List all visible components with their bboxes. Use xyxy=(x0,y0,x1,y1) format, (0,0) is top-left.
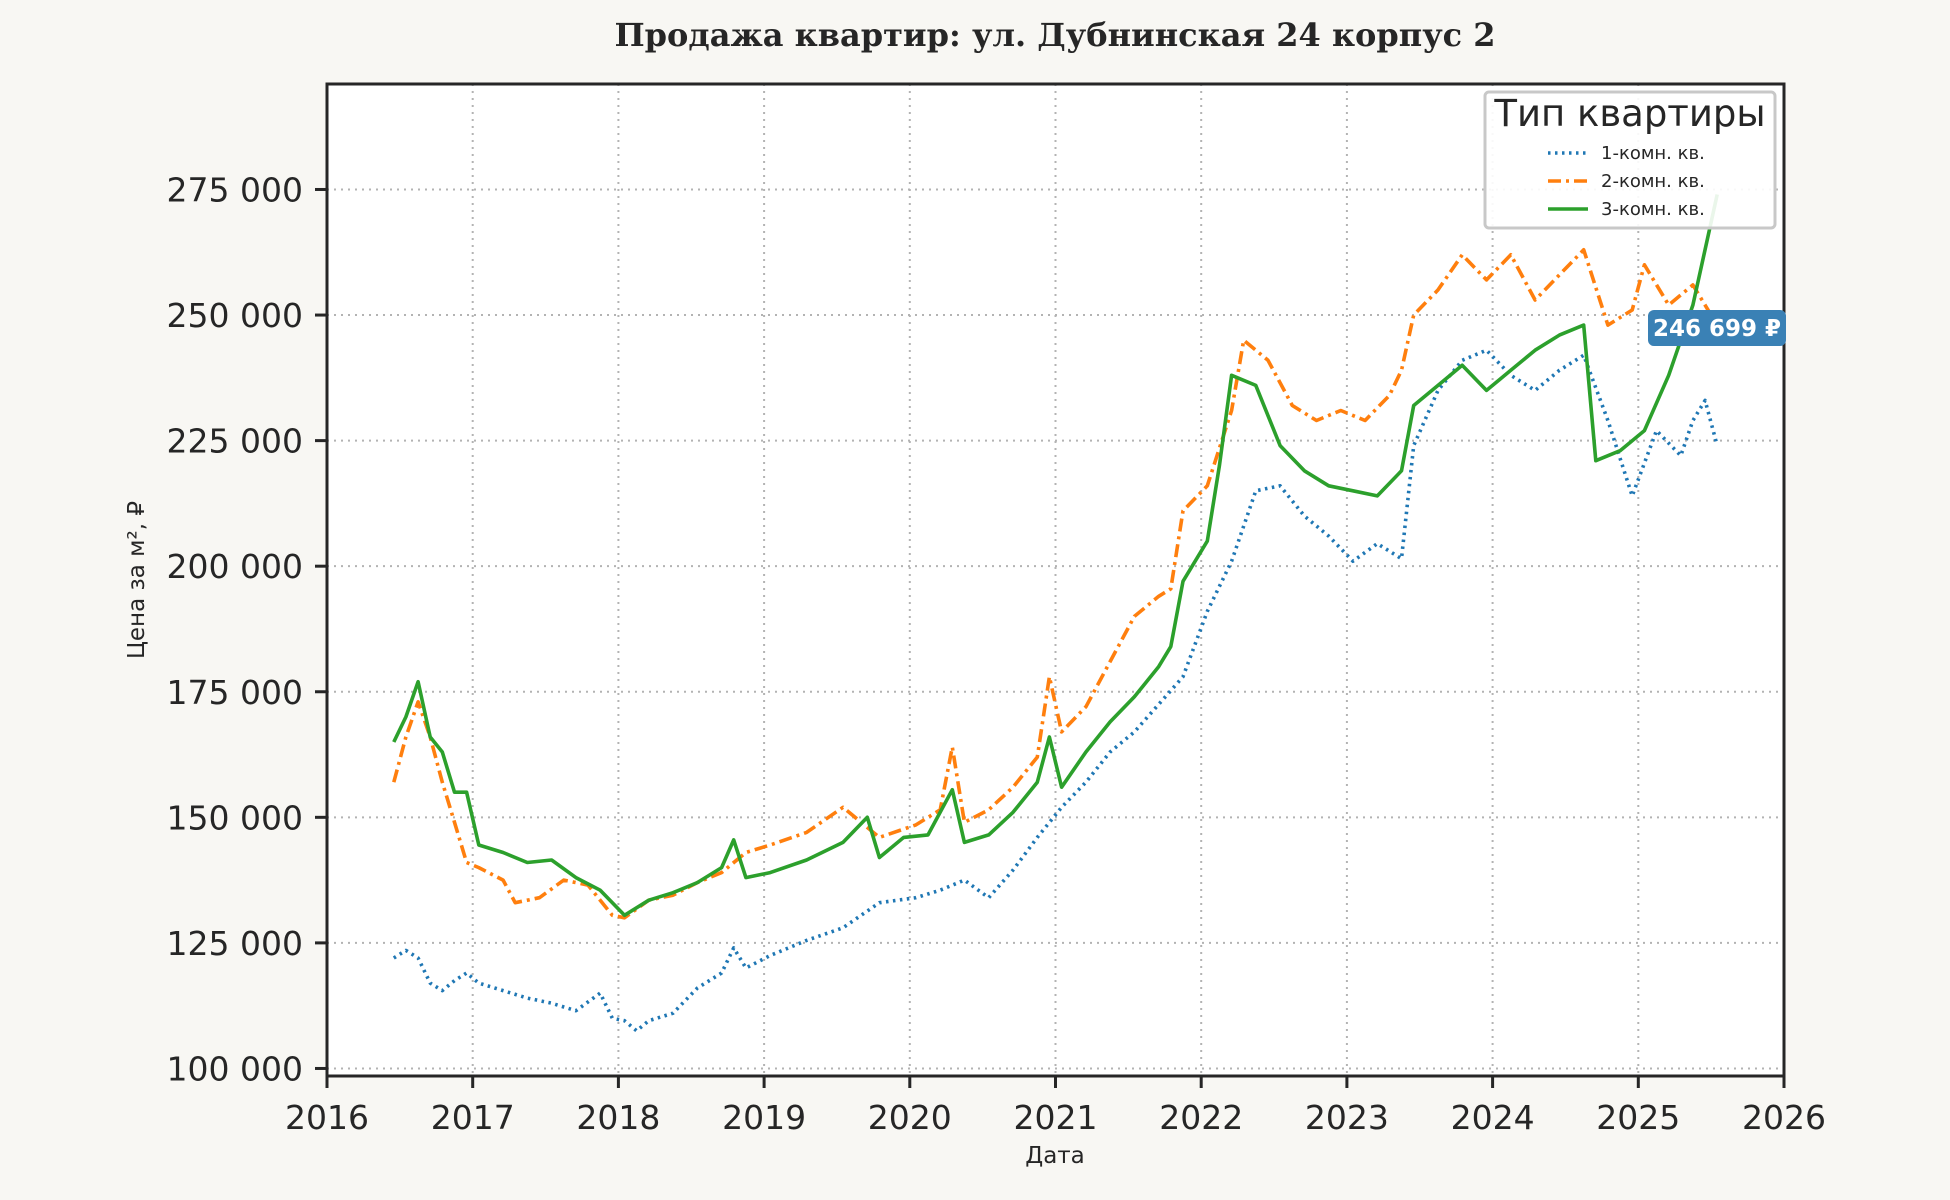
y-tick-label: 150 000 xyxy=(167,798,303,837)
legend-title: Тип квартиры xyxy=(1493,92,1765,135)
series-line-2 xyxy=(392,248,1719,920)
y-tick-label: 225 000 xyxy=(167,422,303,461)
x-tick-label: 2023 xyxy=(1305,1098,1389,1137)
x-tick-label: 2020 xyxy=(868,1098,952,1137)
last-value-label: 246 699 ₽ xyxy=(1653,316,1781,342)
x-tick-label: 2018 xyxy=(576,1098,660,1137)
x-axis-label: Дата xyxy=(1025,1143,1085,1169)
last-value-badge-box xyxy=(1648,310,1786,346)
x-tick-label: 2025 xyxy=(1596,1098,1680,1137)
legend-box xyxy=(1483,90,1777,230)
x-tick-label: 2022 xyxy=(1159,1098,1243,1137)
y-tick-label: 200 000 xyxy=(167,547,303,586)
y-tick-label: 275 000 xyxy=(167,170,303,209)
x-tick-label: 2017 xyxy=(431,1098,515,1137)
series-line-3 xyxy=(392,194,1719,918)
axis-ticks: 2016 2017 2018 2019 2020 2021 2022 2023 2024 2025… xyxy=(167,170,1826,1137)
last-value-badge: 246 699 ₽ xyxy=(1648,310,1786,346)
x-tick-label: 2016 xyxy=(285,1098,369,1137)
legend-label-2: 2-комн. кв. xyxy=(1601,171,1705,192)
x-tick-label: 2024 xyxy=(1451,1098,1535,1137)
legend: Тип квартиры 1-комн. кв. 2-комн. кв. 3-ком… xyxy=(1483,90,1777,230)
x-tick-label: 2021 xyxy=(1014,1098,1098,1137)
legend-items: 1-комн. кв. 2-комн. кв. 3-комн. кв. xyxy=(1548,143,1705,220)
y-axis-label: Цена за м², ₽ xyxy=(124,501,150,659)
x-tick-label: 2026 xyxy=(1742,1098,1826,1137)
chart-title: Продажа квартир: ул. Дубнинская 24 корпу… xyxy=(614,16,1495,54)
y-tick-label: 250 000 xyxy=(167,296,303,335)
legend-label-3: 3-комн. кв. xyxy=(1601,199,1705,220)
legend-label-1: 1-комн. кв. xyxy=(1601,143,1705,164)
x-tick-label: 2019 xyxy=(722,1098,806,1137)
series-line-1 xyxy=(392,348,1719,1033)
y-tick-label: 175 000 xyxy=(167,673,303,712)
y-tick-label: 100 000 xyxy=(167,1049,303,1088)
y-tick-label: 125 000 xyxy=(167,924,303,963)
series-lines xyxy=(392,194,1719,1033)
